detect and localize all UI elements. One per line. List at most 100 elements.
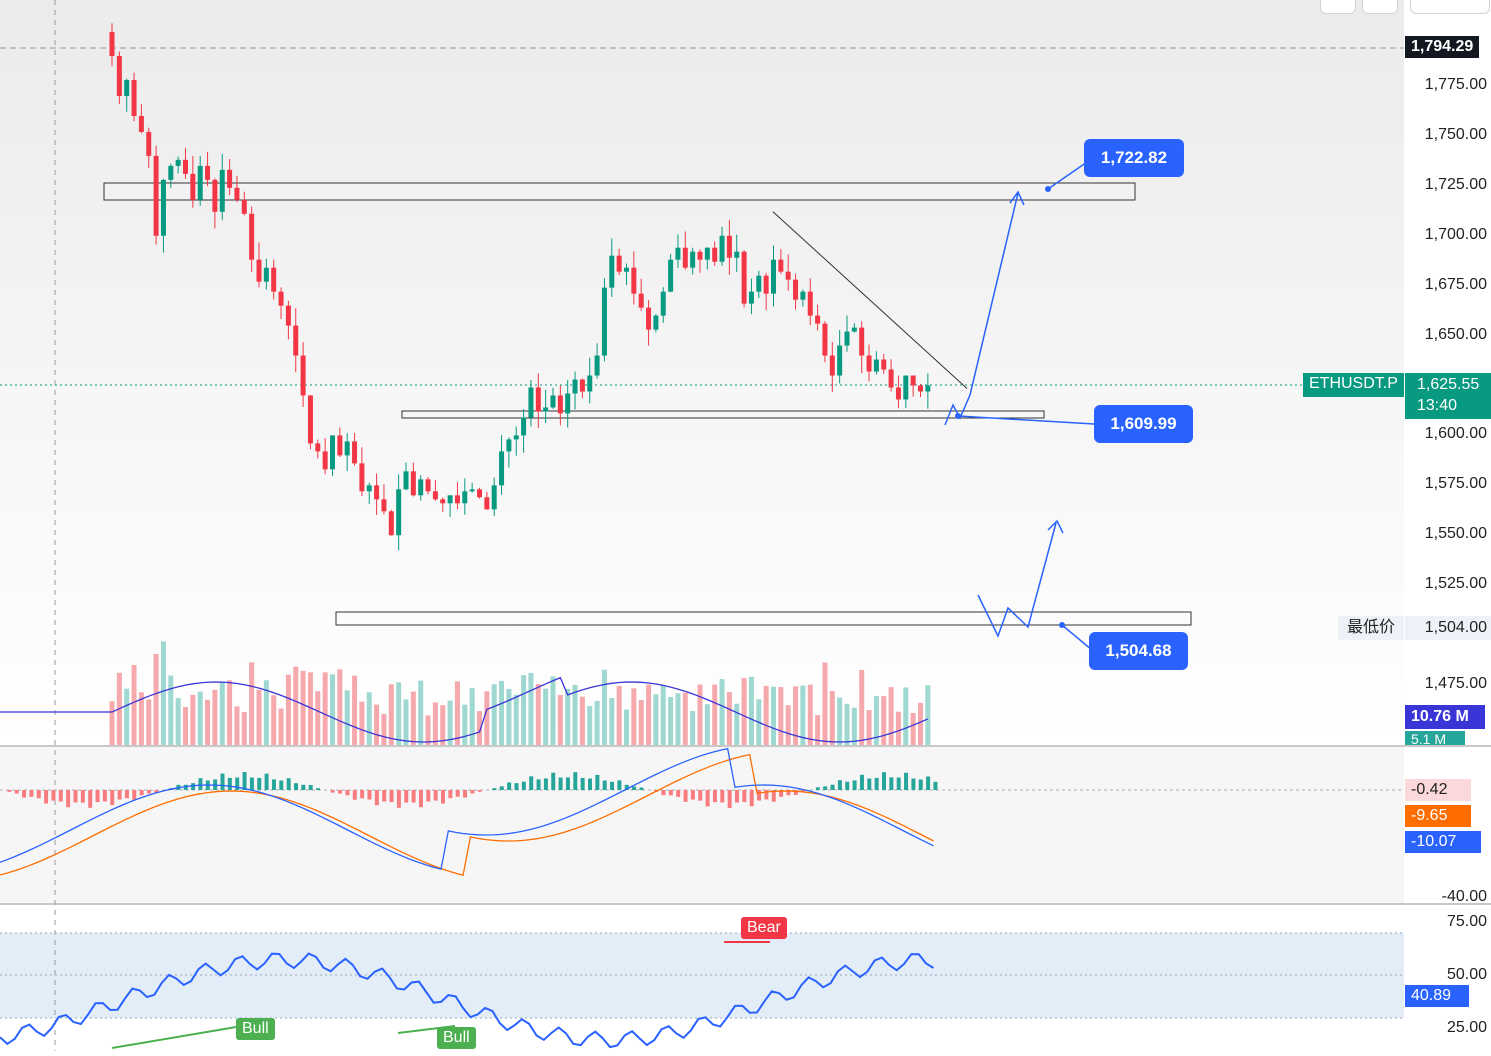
volume-bar xyxy=(911,713,916,745)
volume-bar xyxy=(183,707,188,745)
macd-histogram-bar xyxy=(103,790,107,801)
candle-body xyxy=(286,306,291,326)
volume-bar xyxy=(646,685,651,745)
macd-histogram-bar xyxy=(441,790,445,804)
macd-histogram-bar xyxy=(397,790,401,808)
candle-body xyxy=(506,439,511,451)
macd-histogram-bar xyxy=(632,787,636,790)
macd-histogram-bar xyxy=(132,790,136,800)
rsi-tick-25: 25.00 xyxy=(1404,1019,1491,1037)
macd-histogram-bar xyxy=(434,790,438,801)
price-tick-label: 1,775.00 xyxy=(1404,76,1491,94)
candle-body xyxy=(411,471,416,495)
volume-bar xyxy=(426,715,431,745)
candle-body xyxy=(889,370,894,388)
volume-bar xyxy=(154,654,159,745)
volume-bar xyxy=(771,687,776,745)
macd-histogram-bar xyxy=(867,779,871,790)
candle-body xyxy=(808,292,813,316)
candle-body xyxy=(543,407,548,411)
demand-callout[interactable]: 1,504.68 xyxy=(1089,632,1188,670)
volume-bar xyxy=(352,676,357,745)
volume-bar xyxy=(609,698,614,745)
volume-bar xyxy=(110,701,115,745)
macd-histogram-bar xyxy=(706,790,710,806)
volume-bar xyxy=(249,662,254,745)
last-price-value: 1,625.55 xyxy=(1417,373,1491,396)
volume-bar xyxy=(315,691,320,745)
candle-body xyxy=(631,268,636,294)
macd-histogram-bar xyxy=(492,788,496,790)
countdown-value: 13:40 xyxy=(1417,396,1491,416)
macd-histogram-bar xyxy=(118,790,122,800)
candle-body xyxy=(771,260,776,294)
candle-body xyxy=(528,387,533,417)
volume-bar xyxy=(462,705,467,745)
candle-body xyxy=(720,236,725,262)
candle-body xyxy=(778,260,783,272)
volume-bar xyxy=(279,709,284,745)
price-pane-background xyxy=(0,0,1404,745)
resistance-callout[interactable]: 1,722.82 xyxy=(1084,139,1184,177)
volume-bar xyxy=(124,689,129,745)
macd-histogram-bar xyxy=(845,782,849,790)
macd-histogram-bar xyxy=(698,790,702,801)
volume-bar xyxy=(543,689,548,745)
candle-body xyxy=(874,360,879,372)
macd-histogram-bar xyxy=(243,772,247,790)
low-price-value: 1,504.00 xyxy=(1405,616,1491,640)
macd-histogram-bar xyxy=(478,790,482,792)
volume-bar xyxy=(345,690,350,745)
candle-body xyxy=(822,324,827,356)
currency-button[interactable] xyxy=(1410,0,1490,14)
macd-histogram-bar xyxy=(603,781,607,790)
support-callout[interactable]: 1,609.99 xyxy=(1094,405,1193,443)
macd-histogram-bar xyxy=(382,790,386,801)
candle-body xyxy=(183,160,188,174)
candle-body xyxy=(271,268,276,292)
low-price-label: 最低价 xyxy=(1338,616,1404,640)
level-anchor xyxy=(955,413,961,419)
level-anchor xyxy=(1045,186,1051,192)
price-tick-label: 1,725.00 xyxy=(1404,176,1491,194)
candle-body xyxy=(315,443,320,451)
volume-bar xyxy=(374,705,379,745)
toolbar-button[interactable] xyxy=(1320,0,1356,14)
candle-body xyxy=(132,80,137,116)
macd-histogram-bar xyxy=(404,790,408,803)
macd-histogram-bar xyxy=(919,779,923,790)
volume-bar xyxy=(889,687,894,745)
price-tick-label: 1,750.00 xyxy=(1404,126,1491,144)
candle-body xyxy=(293,326,298,356)
candle-body xyxy=(661,292,666,316)
macd-histogram-bar xyxy=(860,775,864,790)
macd-histogram-bar xyxy=(66,790,70,807)
volume-bar xyxy=(653,694,658,745)
macd-histogram-bar xyxy=(610,782,614,790)
toolbar-button[interactable] xyxy=(1362,0,1398,14)
macd-histogram-bar xyxy=(390,790,394,802)
candle-body xyxy=(712,248,717,262)
macd-histogram-bar xyxy=(831,785,835,790)
candle-body xyxy=(639,294,644,308)
price-tick-label: 1,700.00 xyxy=(1404,226,1491,244)
volume-bar xyxy=(764,686,769,745)
price-tick-label: 1,575.00 xyxy=(1404,475,1491,493)
volume-bar xyxy=(161,641,166,745)
macd-histogram-bar xyxy=(110,790,114,805)
macd-histogram-bar xyxy=(272,779,276,790)
candle-body xyxy=(440,499,445,503)
volume-bar xyxy=(690,711,695,745)
candle-body xyxy=(903,376,908,400)
volume-bar xyxy=(146,699,151,745)
macd-histogram-bar xyxy=(926,776,930,790)
volume-bar xyxy=(220,682,225,745)
macd-histogram-bar xyxy=(735,790,739,802)
macd-histogram-bar xyxy=(515,783,519,790)
candle-body xyxy=(352,441,357,463)
rsi-tick-75: 75.00 xyxy=(1404,913,1491,931)
candle-body xyxy=(176,160,181,166)
volume-bar xyxy=(617,686,622,745)
